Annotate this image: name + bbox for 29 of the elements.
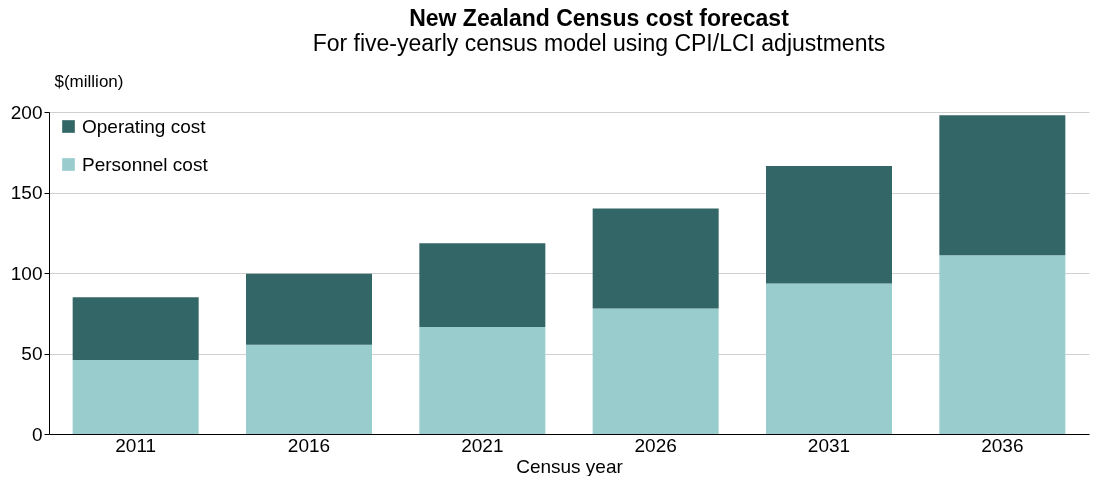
bar bbox=[592, 208, 719, 309]
bar bbox=[419, 243, 546, 327]
chart-title: New Zealand Census cost forecast bbox=[409, 5, 790, 31]
y-tick-label: 0 bbox=[31, 423, 43, 445]
bar bbox=[72, 297, 199, 360]
bar bbox=[939, 255, 1066, 434]
bar bbox=[592, 308, 719, 434]
bar bbox=[246, 273, 372, 345]
y-tick-label: 50 bbox=[21, 343, 43, 364]
legend-label: Personnel cost bbox=[82, 153, 209, 175]
legend-label: Operating cost bbox=[82, 115, 207, 137]
x-tick-label: 2021 bbox=[461, 434, 504, 456]
x-tick-label: 2016 bbox=[287, 434, 331, 456]
bar bbox=[766, 165, 892, 284]
bar bbox=[419, 326, 546, 434]
x-tick-label: 2031 bbox=[807, 434, 851, 456]
bar bbox=[72, 359, 199, 434]
x-tick-label: 2036 bbox=[981, 434, 1024, 456]
y-tick-label: 200 bbox=[10, 101, 43, 123]
x-tick-label: 2011 bbox=[115, 434, 157, 456]
bar bbox=[766, 283, 892, 434]
x-tick-label: 2026 bbox=[634, 434, 677, 456]
chart-subtitle: For five-yearly census model using CPI/LCI adjustments bbox=[312, 30, 886, 56]
x-axis-title: Census year bbox=[516, 455, 624, 477]
y-axis-title: $(million) bbox=[54, 71, 124, 91]
bar bbox=[246, 344, 372, 434]
y-tick-label: 150 bbox=[10, 182, 43, 203]
bar bbox=[939, 115, 1066, 256]
y-tick-label: 100 bbox=[10, 262, 43, 284]
